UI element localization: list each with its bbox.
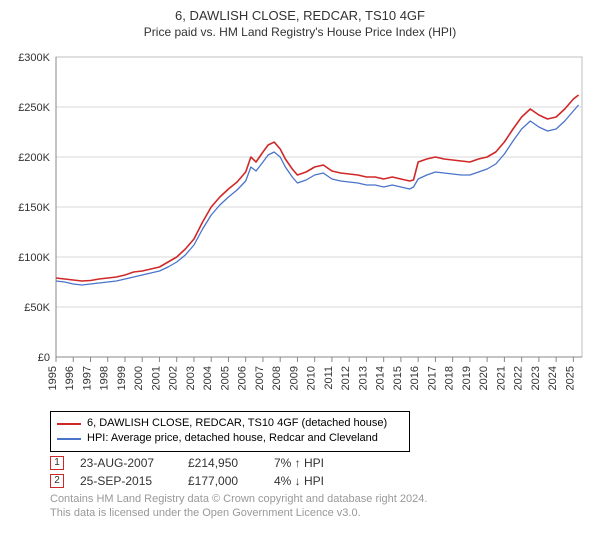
legend-box: 6, DAWLISH CLOSE, REDCAR, TS10 4GF (deta… bbox=[50, 411, 410, 452]
svg-text:2012: 2012 bbox=[340, 366, 352, 390]
svg-text:2009: 2009 bbox=[288, 366, 300, 390]
footnote-line: This data is licensed under the Open Gov… bbox=[50, 506, 588, 520]
legend-label: HPI: Average price, detached house, Redc… bbox=[87, 431, 378, 446]
sale-delta: 4% ↓ HPI bbox=[274, 474, 366, 488]
svg-text:2006: 2006 bbox=[237, 366, 249, 390]
svg-text:1997: 1997 bbox=[81, 366, 93, 390]
sale-price: £177,000 bbox=[188, 474, 258, 488]
svg-text:£300K: £300K bbox=[18, 52, 50, 64]
svg-text:£100K: £100K bbox=[18, 252, 50, 264]
legend-item: 6, DAWLISH CLOSE, REDCAR, TS10 4GF (deta… bbox=[57, 416, 403, 431]
svg-text:2002: 2002 bbox=[168, 366, 180, 390]
svg-text:2001: 2001 bbox=[150, 366, 162, 390]
svg-text:2024: 2024 bbox=[547, 366, 559, 390]
svg-text:2021: 2021 bbox=[495, 366, 507, 390]
sale-price: £214,950 bbox=[188, 456, 258, 470]
svg-text:2022: 2022 bbox=[513, 366, 525, 390]
svg-text:2019: 2019 bbox=[461, 366, 473, 390]
svg-text:£150K: £150K bbox=[18, 202, 50, 214]
price-chart: £0 £50K £100K £150K £200K £250K £300K 1995 1996 1… bbox=[12, 45, 588, 405]
svg-text:2003: 2003 bbox=[185, 366, 197, 390]
svg-text:1998: 1998 bbox=[99, 366, 111, 390]
sale-marker-box: 2 bbox=[50, 474, 64, 488]
chart-container: 6, DAWLISH CLOSE, REDCAR, TS10 4GF Price… bbox=[0, 0, 600, 560]
svg-text:2015: 2015 bbox=[392, 366, 404, 390]
svg-text:2016: 2016 bbox=[409, 366, 421, 390]
svg-text:2011: 2011 bbox=[323, 366, 335, 390]
svg-text:2007: 2007 bbox=[254, 366, 266, 390]
footnote: Contains HM Land Registry data © Crown c… bbox=[50, 492, 588, 521]
svg-text:2018: 2018 bbox=[444, 366, 456, 390]
legend-swatch bbox=[57, 423, 81, 425]
svg-text:2014: 2014 bbox=[375, 366, 387, 390]
svg-text:2017: 2017 bbox=[426, 366, 438, 390]
svg-text:2013: 2013 bbox=[357, 366, 369, 390]
legend-label: 6, DAWLISH CLOSE, REDCAR, TS10 4GF (deta… bbox=[87, 416, 387, 431]
svg-text:2004: 2004 bbox=[202, 366, 214, 390]
page-title: 6, DAWLISH CLOSE, REDCAR, TS10 4GF bbox=[12, 8, 588, 25]
svg-text:1995: 1995 bbox=[47, 366, 59, 390]
svg-text:2000: 2000 bbox=[133, 366, 145, 390]
chart-svg: £0 £50K £100K £150K £200K £250K £300K 1995 1996 1… bbox=[12, 45, 588, 405]
svg-text:2020: 2020 bbox=[478, 366, 490, 390]
sale-row: 1 23-AUG-2007 £214,950 7% ↑ HPI bbox=[50, 456, 588, 470]
svg-text:1999: 1999 bbox=[116, 366, 128, 390]
sale-date: 23-AUG-2007 bbox=[80, 456, 172, 470]
page-subtitle: Price paid vs. HM Land Registry's House … bbox=[12, 25, 588, 39]
svg-text:2025: 2025 bbox=[564, 366, 576, 390]
svg-text:2010: 2010 bbox=[306, 366, 318, 390]
sale-delta: 7% ↑ HPI bbox=[274, 456, 366, 470]
sales-table: 1 23-AUG-2007 £214,950 7% ↑ HPI 2 25-SEP-2015… bbox=[12, 456, 588, 488]
svg-text:£200K: £200K bbox=[18, 152, 50, 164]
svg-text:£0: £0 bbox=[38, 352, 50, 364]
svg-text:£50K: £50K bbox=[24, 302, 50, 314]
legend-swatch bbox=[57, 438, 81, 440]
sale-date: 25-SEP-2015 bbox=[80, 474, 172, 488]
footnote-line: Contains HM Land Registry data © Crown c… bbox=[50, 492, 588, 506]
svg-text:2005: 2005 bbox=[219, 366, 231, 390]
svg-text:2023: 2023 bbox=[530, 366, 542, 390]
sale-marker-box: 1 bbox=[50, 456, 64, 470]
svg-text:1996: 1996 bbox=[64, 366, 76, 390]
svg-text:2008: 2008 bbox=[271, 366, 283, 390]
legend-item: HPI: Average price, detached house, Redc… bbox=[57, 431, 403, 446]
svg-text:£250K: £250K bbox=[18, 102, 50, 114]
sale-row: 2 25-SEP-2015 £177,000 4% ↓ HPI bbox=[50, 474, 588, 488]
